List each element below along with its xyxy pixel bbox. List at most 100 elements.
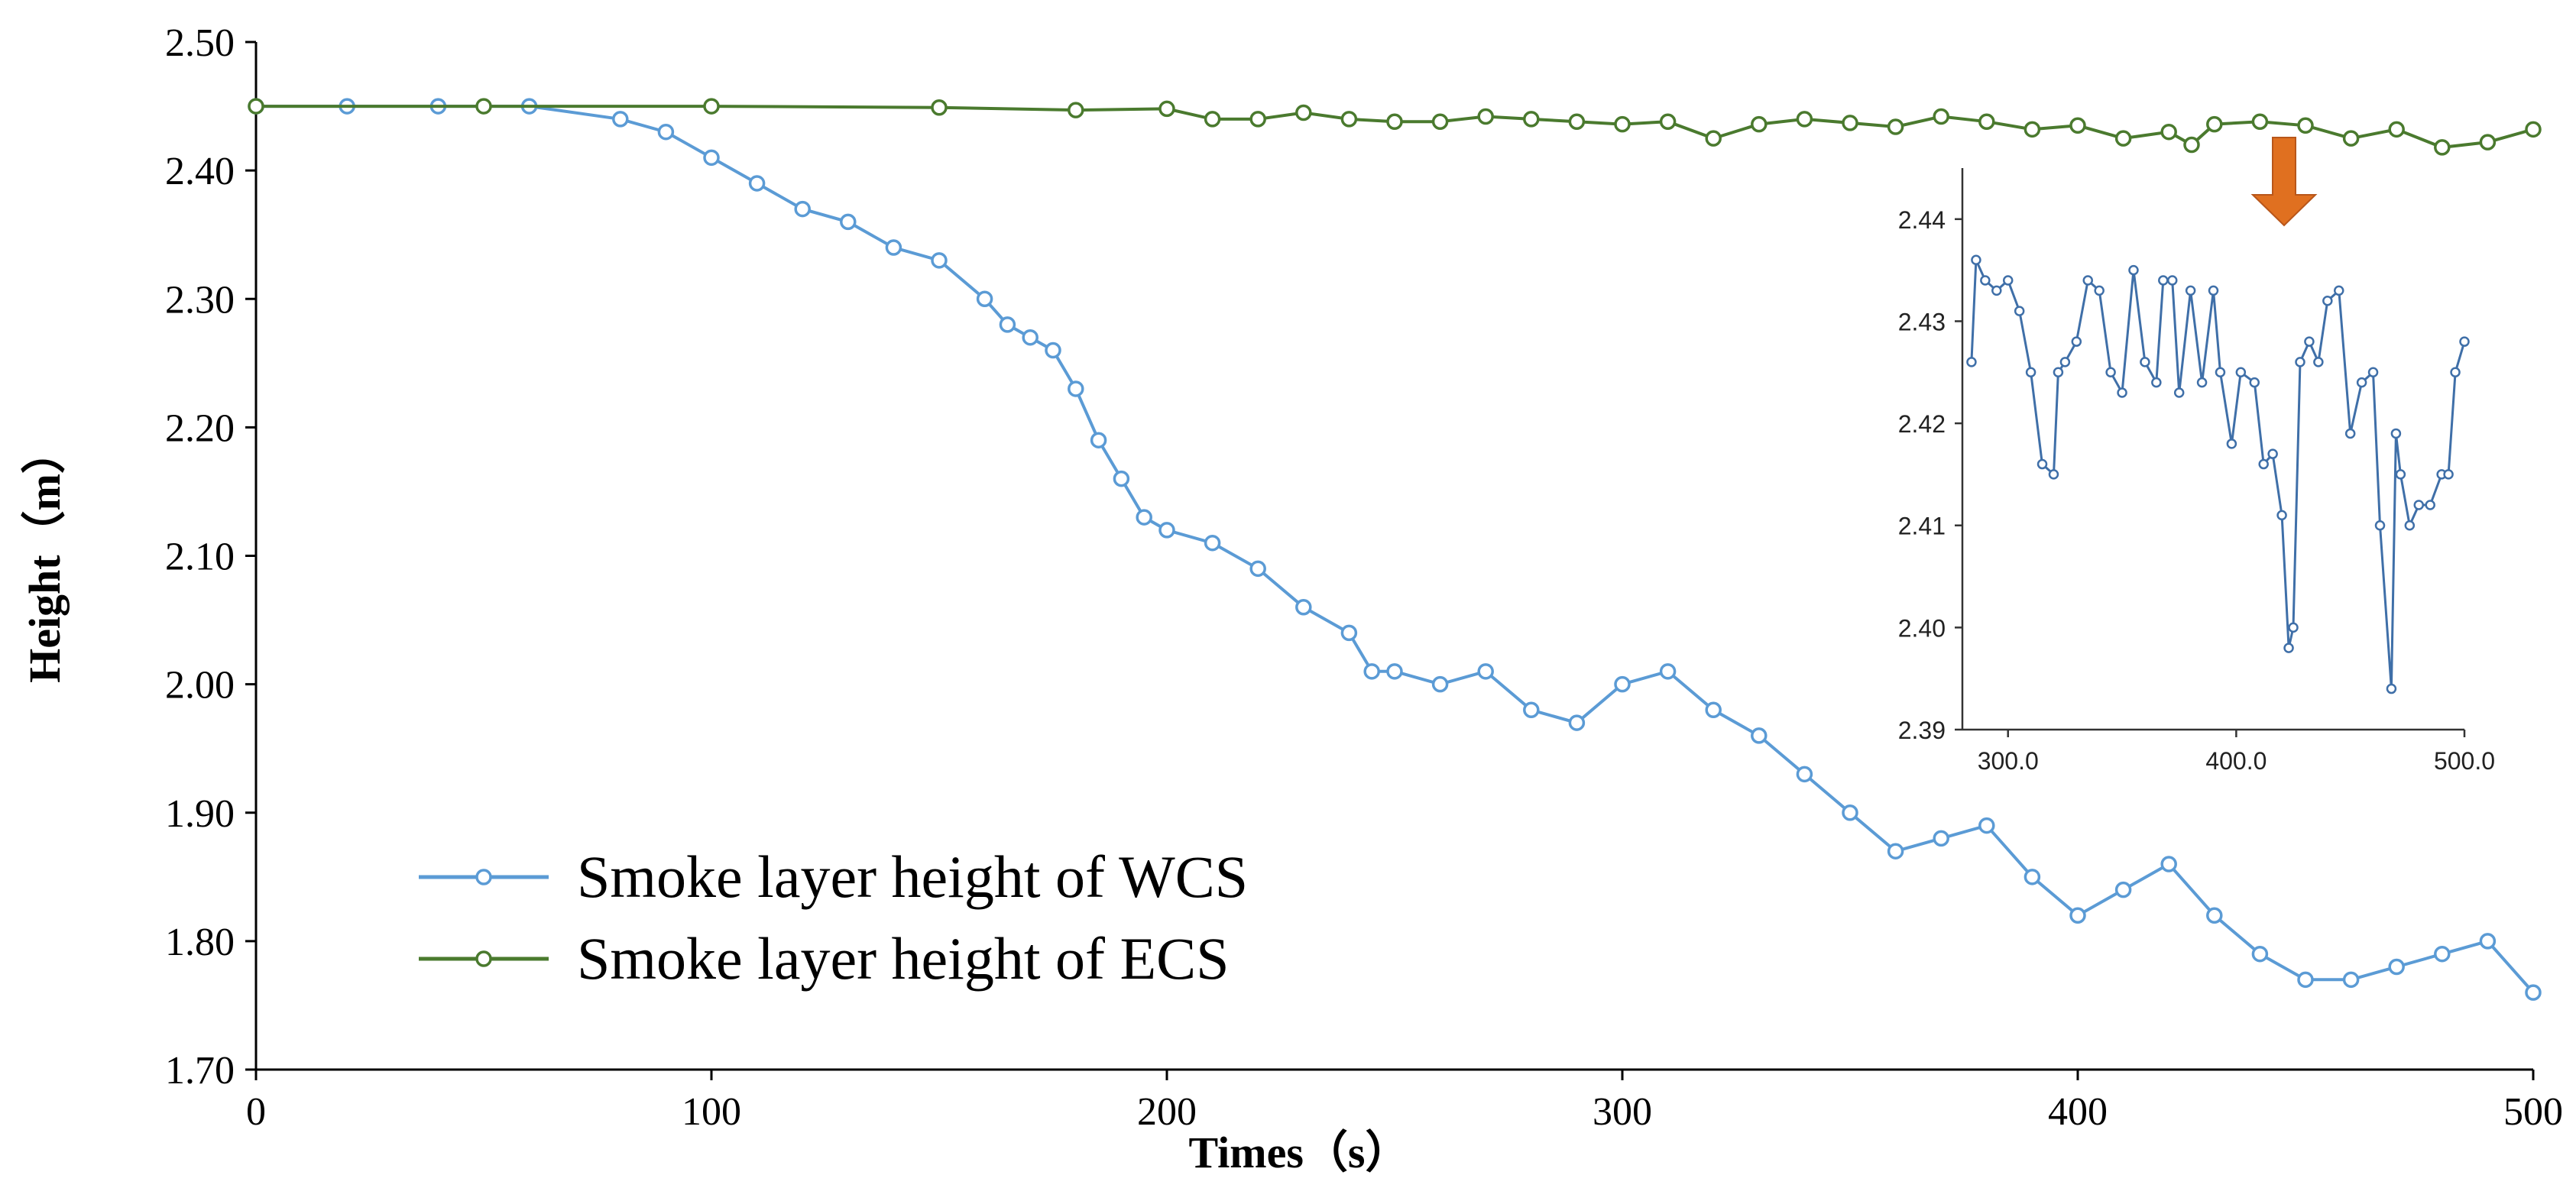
legend-swatch-marker	[475, 950, 492, 967]
inset-data-point	[2413, 500, 2425, 510]
x-tick-label: 200	[1137, 1090, 1197, 1134]
data-point	[2251, 945, 2269, 963]
inset-data-point	[2196, 377, 2208, 388]
inset-data-point	[1966, 357, 1977, 367]
data-point	[976, 290, 993, 307]
data-point	[1340, 111, 1358, 128]
y-tick-label: 2.50	[165, 21, 235, 65]
data-point	[1068, 380, 1084, 397]
inset-data-point	[2053, 367, 2064, 378]
y-tick-label: 1.90	[165, 792, 235, 836]
data-point	[2342, 971, 2360, 989]
inset-data-point	[2048, 469, 2059, 480]
inset-y-tick-label: 2.43	[1898, 308, 1946, 335]
data-point	[1659, 663, 1677, 680]
data-point	[2114, 881, 2132, 898]
data-point	[931, 99, 948, 116]
legend-swatch-marker	[475, 869, 492, 885]
inset-data-point	[2208, 285, 2219, 296]
x-axis-title: Times（s）	[1189, 1128, 1410, 1177]
series-line	[256, 105, 2535, 994]
data-point	[885, 239, 902, 256]
data-point	[1204, 111, 1221, 128]
data-point	[248, 98, 264, 115]
inset-y-tick-label: 2.39	[1898, 717, 1946, 744]
data-point	[1045, 342, 1061, 359]
data-point	[1842, 804, 1858, 821]
data-point	[1431, 113, 1449, 130]
y-tick-label: 2.00	[165, 664, 235, 707]
data-point	[1887, 843, 1904, 859]
data-point	[1523, 111, 1540, 128]
inset-data-point	[2374, 520, 2386, 531]
inset-data-point	[2267, 448, 2278, 459]
data-point	[1068, 102, 1084, 118]
inset-data-point	[1971, 254, 1981, 266]
data-point	[1386, 113, 1403, 130]
down-arrow-icon	[2250, 137, 2318, 227]
inset-data-point	[2128, 264, 2139, 276]
data-point	[1022, 329, 1039, 346]
x-tick-label: 500	[2503, 1090, 2563, 1134]
inset-data-point	[2390, 428, 2402, 439]
y-tick-label: 1.70	[165, 1049, 235, 1093]
inset-data-point	[2425, 500, 2435, 510]
data-point	[1386, 663, 1403, 680]
data-point	[2206, 907, 2223, 924]
y-axis-title: Height（m）	[20, 429, 70, 683]
inset-data-point	[2386, 683, 2397, 694]
data-point	[1158, 100, 1175, 118]
data-point	[2479, 933, 2497, 950]
inset-data-point	[2002, 275, 2014, 286]
inset-data-point	[2304, 336, 2315, 347]
inset-data-point	[2226, 439, 2237, 449]
data-point	[2251, 113, 2269, 130]
inset-data-point	[2215, 367, 2226, 378]
inset-data-point	[1980, 275, 1991, 286]
data-point	[2342, 130, 2360, 147]
inset-data-point	[2283, 643, 2294, 653]
data-point	[2297, 971, 2314, 989]
data-point	[1477, 108, 1494, 125]
inset-data-point	[2117, 387, 2127, 398]
data-point	[1887, 118, 1904, 135]
inset-data-point	[2151, 377, 2162, 388]
legend-label: Smoke layer height of WCS	[577, 843, 1248, 910]
y-tick-label: 2.40	[165, 150, 235, 193]
inset-data-point	[2036, 458, 2048, 470]
data-point	[999, 316, 1016, 333]
legend: Smoke layer height of WCS Smoke layer hei…	[419, 843, 1248, 992]
x-tick-label: 300	[1593, 1090, 1652, 1134]
inset-data-point	[2459, 336, 2470, 347]
legend-label: Smoke layer height of ECS	[577, 925, 1230, 992]
inset-data-point	[2344, 428, 2356, 439]
inset-data-point	[2166, 275, 2178, 286]
inset-data-point	[2288, 622, 2299, 633]
data-point	[2388, 121, 2405, 138]
data-point	[1431, 675, 1449, 693]
data-point	[2183, 136, 2200, 154]
data-point	[2479, 134, 2497, 151]
data-point	[2114, 130, 2132, 147]
data-point	[2434, 139, 2451, 156]
inset-y-tick-label: 2.42	[1898, 410, 1946, 438]
inset-data-point	[2071, 336, 2082, 347]
data-point	[1158, 522, 1175, 539]
inset-data-point	[2356, 377, 2367, 388]
data-point	[1136, 509, 1152, 526]
data-point	[1705, 130, 1722, 147]
inset-data-point	[2334, 285, 2344, 296]
data-point	[1614, 675, 1631, 693]
inset-data-point	[2014, 306, 2025, 316]
data-point	[1204, 534, 1221, 552]
data-point	[657, 123, 675, 141]
data-point	[748, 175, 766, 192]
data-point	[2388, 958, 2405, 976]
inset-data-point	[2367, 367, 2379, 378]
inset-data-point	[2094, 285, 2105, 296]
data-point	[2297, 117, 2314, 134]
inset-data-point	[2295, 357, 2305, 367]
x-tick-label: 100	[682, 1090, 741, 1134]
x-tick-label: 400	[2048, 1090, 2108, 1134]
